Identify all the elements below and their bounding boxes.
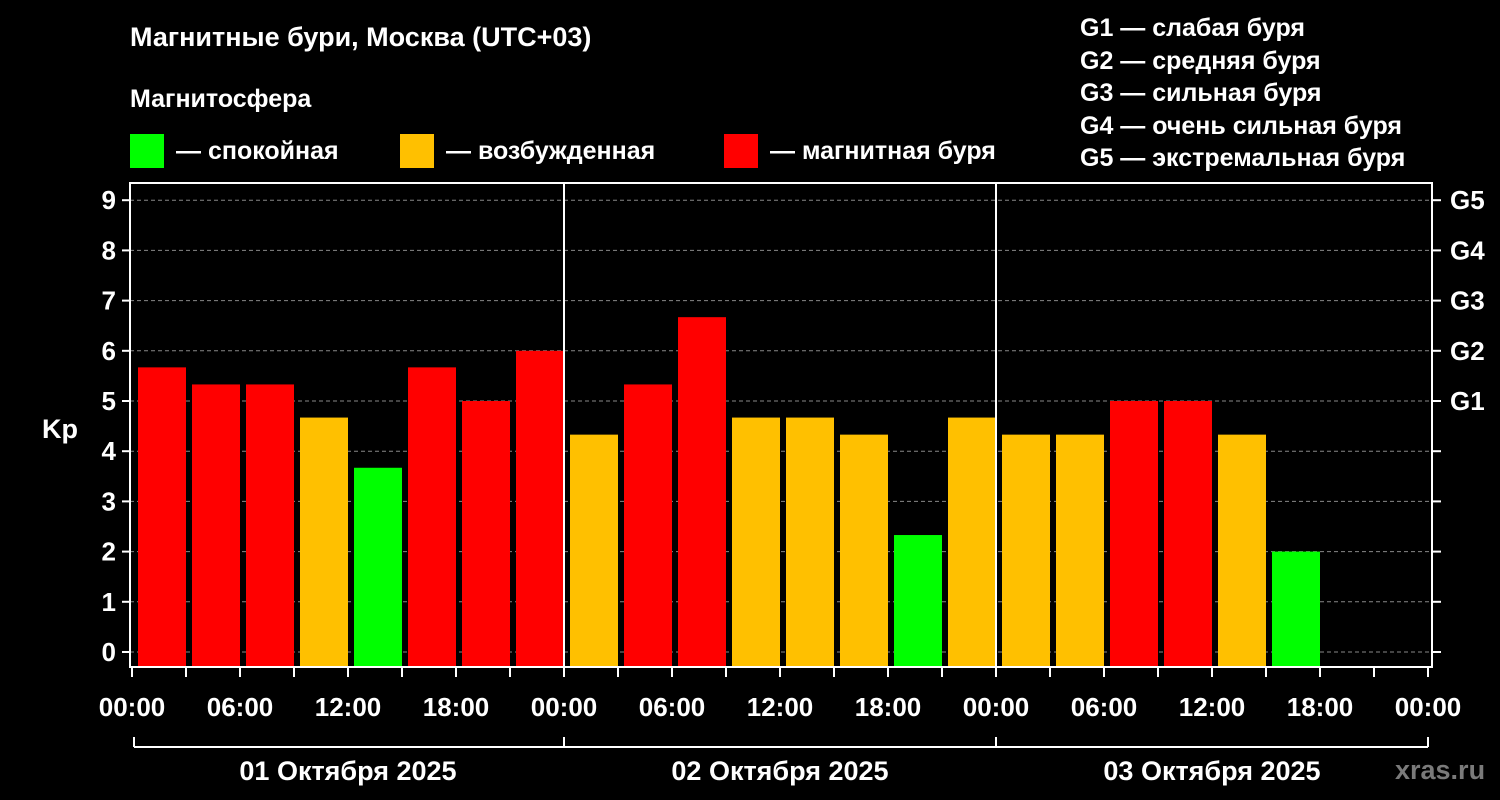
kp-bar: [732, 417, 780, 667]
y-axis-label: Kp: [42, 414, 78, 444]
kp-bar: [1218, 434, 1266, 667]
y-tick-label: 5: [102, 386, 116, 416]
x-tick-label: 12:00: [1179, 692, 1246, 722]
g-level-g1: G1 — слабая буря: [1080, 14, 1306, 42]
legend-item-unsettled: — возбужденная: [400, 134, 655, 168]
x-tick-label: 18:00: [423, 692, 490, 722]
g-level-g5: G5 — экстремальная буря: [1080, 144, 1406, 172]
day-label: 03 Октября 2025: [1103, 756, 1320, 786]
legend-swatch-quiet: [130, 134, 164, 168]
x-tick-label: 12:00: [315, 692, 382, 722]
kp-bar: [354, 467, 402, 667]
y-tick-label: 7: [102, 286, 116, 316]
g-level-legend: G1 — слабая буря G2 — средняя буря G3 — …: [1080, 12, 1405, 175]
watermark: xras.ru: [1395, 755, 1486, 785]
kp-bar: [1272, 551, 1320, 667]
kp-bar: [1110, 401, 1158, 667]
kp-bar: [246, 384, 294, 667]
x-tick-label: 18:00: [1287, 692, 1354, 722]
legend-subtitle: Магнитосфера: [130, 85, 312, 113]
kp-bar: [1056, 434, 1104, 667]
kp-bar: [624, 384, 672, 667]
legend-item-storm: — магнитная буря: [724, 134, 996, 168]
legend-label-unsettled: — возбужденная: [446, 136, 656, 165]
chart-title: Магнитные бури, Москва (UTC+03): [130, 22, 592, 52]
legend-swatch-storm: [724, 134, 758, 168]
kp-bar: [192, 384, 240, 667]
legend-swatch-unsettled: [400, 134, 434, 168]
y-tick-label: 9: [102, 185, 116, 215]
kp-bar: [840, 434, 888, 667]
g-level-g2: G2 — средняя буря: [1080, 46, 1321, 75]
y-tick-label: 4: [102, 436, 117, 466]
kp-bar: [408, 367, 456, 667]
kp-bar: [1164, 401, 1212, 667]
x-tick-label: 18:00: [855, 692, 922, 722]
x-tick-label: 06:00: [207, 692, 274, 722]
day-label: 02 Октября 2025: [671, 756, 888, 786]
kp-bar: [138, 367, 186, 667]
legend-label-storm: — магнитная буря: [770, 136, 996, 165]
kp-bar: [678, 317, 726, 667]
x-tick-label: 00:00: [531, 692, 598, 722]
kp-bar: [462, 401, 510, 667]
y-tick-label: 6: [102, 336, 116, 366]
x-tick-label: 00:00: [963, 692, 1030, 722]
y-tick-label: 8: [102, 235, 116, 265]
g-level-g3: G3 — сильная буря: [1080, 79, 1322, 107]
kp-bar: [570, 434, 618, 667]
x-tick-label: 12:00: [747, 692, 814, 722]
g-level-tick-label: G2: [1450, 336, 1485, 366]
g-level-tick-label: G4: [1450, 235, 1485, 265]
legend-item-quiet: — спокойная: [130, 134, 339, 168]
y-tick-label: 2: [102, 537, 116, 567]
kp-bar: [948, 417, 996, 667]
kp-bar: [516, 350, 564, 667]
g-level-tick-label: G3: [1450, 286, 1485, 316]
legend-label-quiet: — спокойная: [176, 136, 339, 165]
kp-bar: [894, 535, 942, 667]
y-tick-label: 0: [102, 637, 116, 667]
kp-bar: [786, 417, 834, 667]
kp-bar: [1002, 434, 1050, 667]
x-tick-label: 00:00: [1395, 692, 1462, 722]
y-tick-label: 1: [102, 587, 116, 617]
g-level-g4: G4 — очень сильная буря: [1080, 111, 1402, 140]
y-tick-label: 3: [102, 486, 116, 516]
x-tick-label: 06:00: [1071, 692, 1138, 722]
g-level-tick-label: G1: [1450, 386, 1485, 416]
day-label: 01 Октября 2025: [239, 756, 456, 786]
x-tick-label: 00:00: [99, 692, 166, 722]
kp-bar: [300, 417, 348, 667]
x-tick-label: 06:00: [639, 692, 706, 722]
g-level-tick-label: G5: [1450, 185, 1485, 215]
